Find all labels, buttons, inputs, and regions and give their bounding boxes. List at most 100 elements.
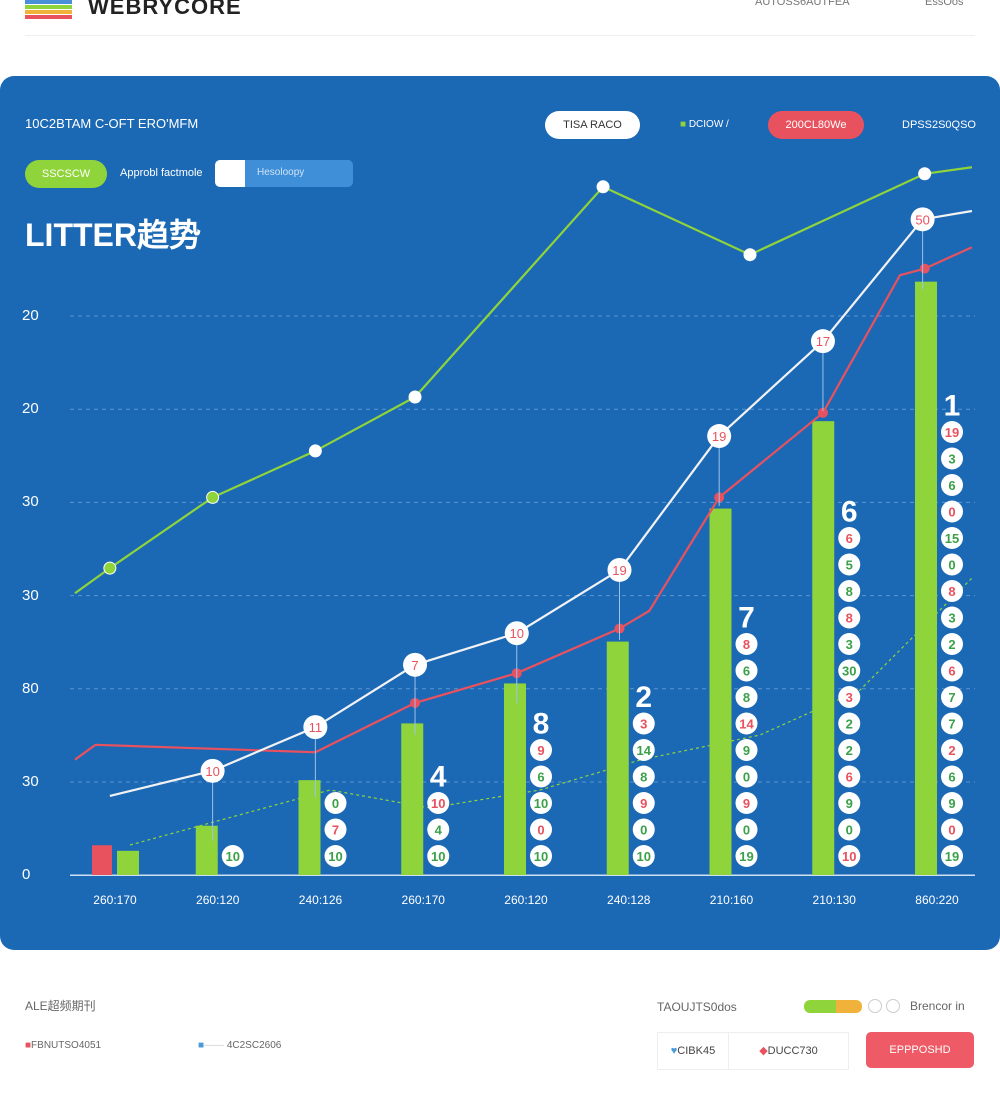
bar-annotation: 30 <box>842 664 856 679</box>
bar-annotation: 7 <box>738 602 755 635</box>
annotation-circle <box>427 845 450 867</box>
bar-annotation: 7 <box>332 823 339 838</box>
input-right[interactable]: ◆DUCC730 <box>759 1045 818 1057</box>
annotation-circle <box>530 818 552 841</box>
y-tick-label: 0 <box>22 866 31 884</box>
annotation-circle <box>324 845 347 867</box>
bar-annotation: 8 <box>846 611 853 626</box>
bar-green <box>401 723 424 875</box>
annotation-circle <box>735 739 758 761</box>
annotation-circle <box>427 792 450 814</box>
annotation-circle <box>735 633 758 655</box>
radio-1[interactable] <box>868 999 882 1013</box>
bar-annotation: 9 <box>537 743 544 758</box>
data-point-green <box>743 248 757 262</box>
annotation-circle <box>632 712 655 735</box>
bar-annotation: 6 <box>743 664 750 679</box>
bar-annotation: 10 <box>226 849 240 864</box>
annotation-circle <box>941 421 963 443</box>
bar-annotation: 8 <box>533 708 550 741</box>
label-circle <box>504 621 529 646</box>
y-tick-label: 20 <box>22 307 39 324</box>
bar-green <box>709 508 732 875</box>
filter-pill[interactable]: TISA RACO <box>545 111 640 139</box>
annotation-circle <box>941 739 963 761</box>
annotation-circle <box>530 739 552 761</box>
bar-annotation: 19 <box>945 425 959 440</box>
series-line-red <box>74 246 973 761</box>
annotation-circle <box>941 845 963 867</box>
bar-annotation: 14 <box>739 717 754 732</box>
bar-annotation: 0 <box>537 823 544 838</box>
data-point-green <box>103 561 117 575</box>
bar-annotation: 0 <box>743 770 750 785</box>
status-bar <box>804 1000 862 1013</box>
annotation-circle <box>941 712 963 735</box>
footer-title: ALE超频期刊 <box>25 999 96 1013</box>
input-left[interactable]: ♥CIBK45 <box>658 1033 729 1069</box>
series-line-green <box>74 166 973 595</box>
annotation-circle <box>941 765 963 788</box>
bar-annotation: 7 <box>948 690 955 705</box>
search-input[interactable]: Hesoloopy <box>215 160 353 187</box>
label-circle <box>403 652 428 677</box>
bar-green <box>195 825 218 875</box>
bar-annotation: 9 <box>948 796 955 811</box>
x-tick-label: 240:126 <box>298 893 343 907</box>
label-circle <box>303 715 328 740</box>
label-circle <box>607 557 632 582</box>
bar-annotation: 3 <box>948 611 955 626</box>
annotation-circle <box>838 792 861 814</box>
annotation-circle <box>632 765 655 788</box>
bar-red <box>92 845 112 875</box>
bar-annotation: 8 <box>743 637 750 652</box>
input-group[interactable]: ♥CIBK45 ◆DUCC730 <box>657 1032 849 1070</box>
green-button[interactable]: SSCSCW <box>25 160 107 188</box>
annotation-circle <box>941 633 963 655</box>
bar-green <box>504 683 526 875</box>
annotation-circle <box>941 818 963 841</box>
radio-2[interactable] <box>886 999 900 1013</box>
annotation-circle <box>941 659 963 682</box>
annotation-circle <box>838 818 861 841</box>
bar-annotation: 6 <box>841 496 858 529</box>
bar-annotation: 10 <box>637 849 651 864</box>
bar-green <box>298 780 321 875</box>
data-label: 11 <box>309 720 323 735</box>
bar-annotation: 0 <box>846 823 853 838</box>
bar-annotation: 10 <box>431 849 445 864</box>
annotation-circle <box>632 845 655 867</box>
bar-green <box>812 421 835 875</box>
bar-green <box>915 281 937 875</box>
data-point-green <box>308 444 322 458</box>
annotation-circle <box>324 818 347 841</box>
data-label: 17 <box>816 334 830 349</box>
annotation-circle <box>838 765 861 788</box>
data-point-red <box>919 263 930 274</box>
action-button[interactable]: EPPPOSHD <box>866 1032 974 1068</box>
bar-green <box>117 850 139 875</box>
status-label: TAOUJTS0dos <box>657 1000 737 1014</box>
bar-annotation: 4 <box>430 761 447 794</box>
brand-name: WEBRYCORE <box>88 0 242 19</box>
annotation-circle <box>838 712 861 735</box>
y-tick-label: 20 <box>22 400 39 418</box>
bar-annotation: 8 <box>948 584 955 599</box>
data-point-red <box>817 407 828 418</box>
annotation-circle <box>838 659 861 682</box>
annotation-circle <box>735 765 758 788</box>
filter-label: Approbl factmole <box>120 167 203 179</box>
header-link[interactable]: EssOos <box>925 0 964 8</box>
bar-annotation: 19 <box>739 849 753 864</box>
bar-annotation: 6 <box>846 770 853 785</box>
header-link[interactable]: AUTOSS6AUTFEA <box>755 0 850 8</box>
panel-right-text: DPSS2S0QSO <box>902 119 976 131</box>
y-tick-label: 30 <box>22 773 39 790</box>
red-pill[interactable]: 200CL80We <box>768 111 864 139</box>
x-tick-label: 260:120 <box>504 893 548 907</box>
annotation-circle <box>735 659 758 682</box>
data-point-green <box>596 180 610 194</box>
bar-annotation: 7 <box>948 717 955 732</box>
bar-annotation: 2 <box>948 637 955 652</box>
annotation-circle <box>221 845 244 867</box>
